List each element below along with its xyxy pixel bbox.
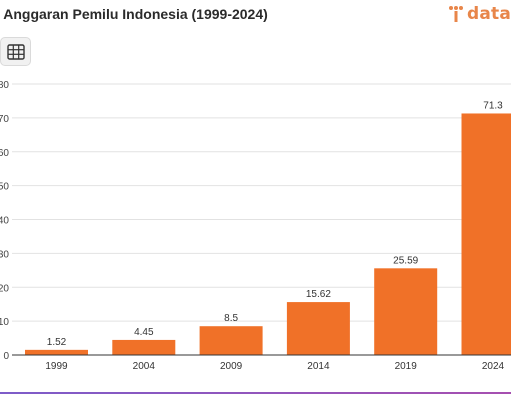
y-tick-label: 60 (0, 148, 9, 159)
x-tick-label: 1999 (45, 361, 68, 372)
bar-value-label: 4.45 (134, 327, 154, 338)
bar (25, 350, 88, 355)
y-tick-label: 70 (0, 114, 9, 125)
bar (462, 113, 511, 355)
bar-value-label: 25.59 (393, 255, 418, 266)
chart-title: i Anggaran Pemilu Indonesia (1999-2024) (0, 6, 268, 22)
y-tick-label: 50 (0, 182, 9, 193)
footer-divider (0, 392, 511, 394)
x-tick-label: 2019 (395, 361, 418, 372)
brand-name: data (467, 4, 511, 24)
y-tick-label: 40 (0, 216, 9, 227)
y-tick-label: 0 (3, 351, 9, 362)
bar (200, 326, 263, 355)
bar (374, 268, 437, 355)
bar-value-label: 71.3 (483, 100, 503, 111)
y-tick-label: 10 (0, 317, 9, 328)
bar-value-label: 15.62 (306, 289, 331, 300)
brand-logo-icon (448, 5, 464, 23)
bar (287, 302, 350, 355)
table-grid-icon (7, 44, 25, 60)
x-tick-label: 2024 (482, 361, 505, 372)
bar (112, 340, 175, 355)
bar-value-label: 1.52 (47, 337, 67, 348)
bar-value-label: 8.5 (224, 313, 238, 324)
y-tick-label: 80 (0, 80, 9, 91)
x-tick-label: 2004 (133, 361, 156, 372)
x-tick-label: 2014 (307, 361, 330, 372)
table-view-button[interactable] (0, 37, 31, 66)
y-tick-label: 30 (0, 249, 9, 260)
y-tick-label: 20 (0, 283, 9, 294)
x-tick-label: 2009 (220, 361, 243, 372)
brand-logo: data (448, 4, 511, 24)
